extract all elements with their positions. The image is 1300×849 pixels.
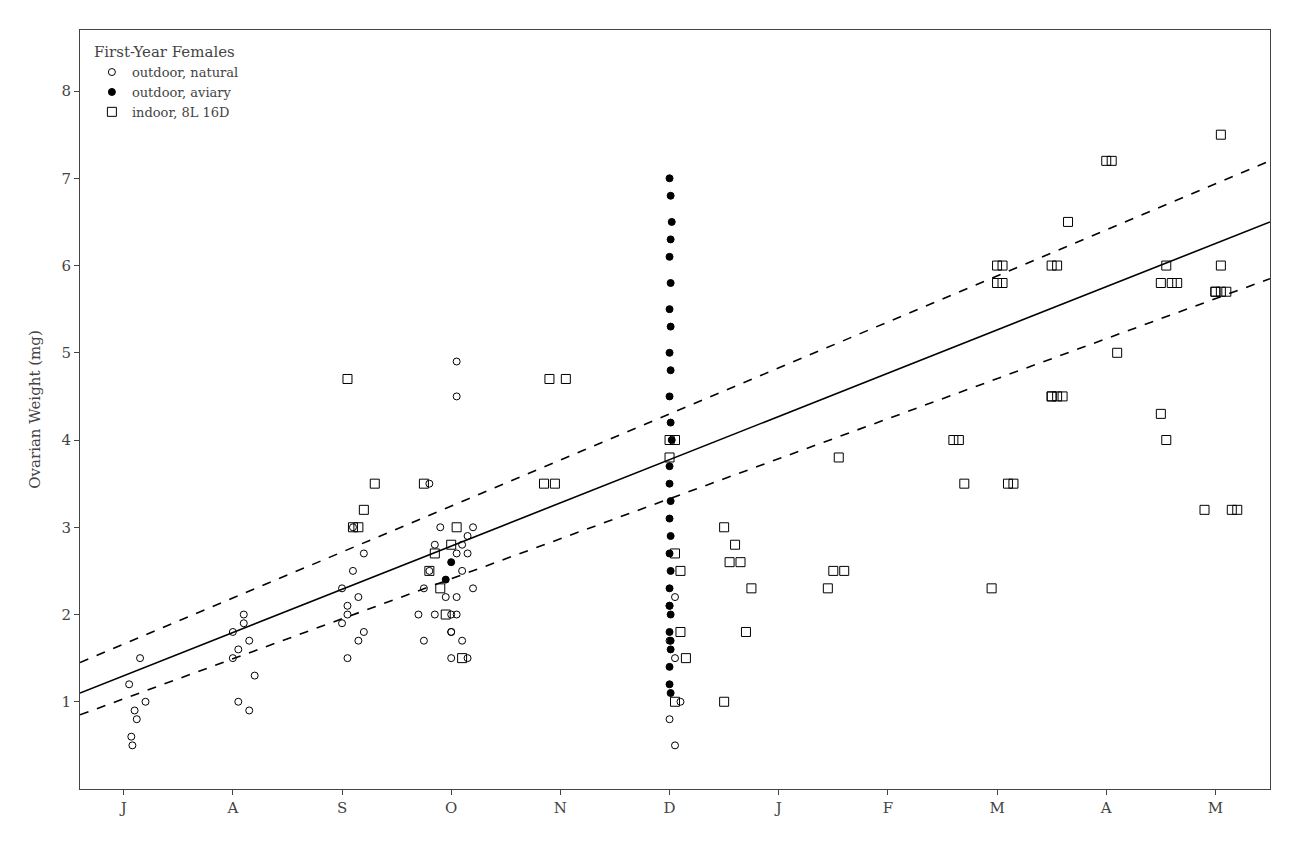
svg-text:5: 5 xyxy=(61,344,71,362)
svg-text:3: 3 xyxy=(61,519,71,537)
svg-text:O: O xyxy=(445,799,457,817)
svg-text:J: J xyxy=(119,799,127,817)
svg-text:M: M xyxy=(1208,799,1223,817)
svg-text:outdoor, natural: outdoor, natural xyxy=(132,65,238,80)
svg-text:Ovarian Weight (mg): Ovarian Weight (mg) xyxy=(26,330,44,489)
svg-text:D: D xyxy=(664,799,676,817)
svg-text:S: S xyxy=(337,799,347,817)
svg-text:F: F xyxy=(883,799,893,817)
svg-text:M: M xyxy=(989,799,1004,817)
svg-text:outdoor, aviary: outdoor, aviary xyxy=(132,85,232,100)
svg-text:A: A xyxy=(1100,799,1112,817)
svg-text:N: N xyxy=(554,799,567,817)
svg-text:First-Year Females: First-Year Females xyxy=(94,43,235,61)
svg-text:7: 7 xyxy=(61,170,71,188)
svg-text:J: J xyxy=(774,799,782,817)
svg-text:A: A xyxy=(226,799,238,817)
svg-text:1: 1 xyxy=(61,693,71,711)
svg-text:2: 2 xyxy=(61,606,71,624)
svg-text:4: 4 xyxy=(61,431,71,449)
svg-text:6: 6 xyxy=(61,257,71,275)
svg-text:indoor, 8L 16D: indoor, 8L 16D xyxy=(132,105,230,120)
svg-text:8: 8 xyxy=(61,82,71,100)
